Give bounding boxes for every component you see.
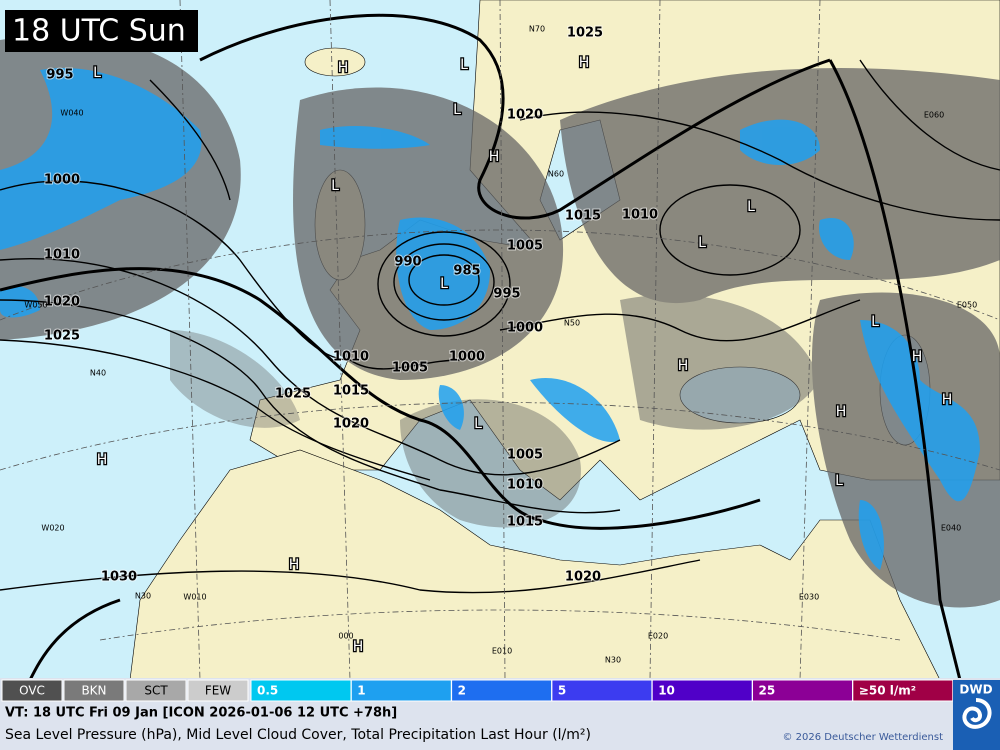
- grid-label: N40: [90, 369, 106, 378]
- cloud-swatch: [125, 679, 187, 702]
- grid-label: N60: [548, 170, 564, 179]
- grid-label: N70: [529, 25, 545, 34]
- precipitation-swatch: [551, 679, 653, 702]
- precipitation-label: 10: [658, 684, 675, 698]
- isobar-label: 1030: [101, 570, 137, 585]
- isobar-label: 995: [46, 68, 73, 83]
- pressure-center: H: [678, 358, 689, 374]
- isobar-label: 1025: [567, 26, 603, 41]
- isobar-label: 1015: [507, 515, 543, 530]
- pressure-center: L: [440, 276, 448, 292]
- precipitation-label: ≥50 l/m²: [859, 684, 916, 698]
- isobar-label: 1000: [44, 173, 80, 188]
- isobar-label: 1005: [507, 448, 543, 463]
- pressure-center: H: [912, 349, 923, 365]
- precipitation-swatch: [350, 679, 452, 702]
- grid-label: W010: [183, 593, 206, 602]
- isobar-label: 990: [394, 255, 421, 270]
- pressure-center: L: [93, 65, 101, 81]
- precipitation-label: 25: [759, 684, 776, 698]
- precipitation-swatch: [852, 679, 954, 702]
- pressure-center: H: [338, 60, 349, 76]
- cloud-swatch: [63, 679, 125, 702]
- cloud-label: OVC: [19, 684, 45, 698]
- map-title: 18 UTC Sun: [12, 14, 186, 49]
- isobar-label: 1005: [392, 361, 428, 376]
- pressure-center: L: [835, 473, 843, 489]
- title-box: [5, 10, 198, 52]
- isobar-label: 1000: [507, 321, 543, 336]
- cloud-label: BKN: [81, 684, 106, 698]
- graticule: [0, 0, 1000, 681]
- pressure-center: H: [942, 392, 953, 408]
- precipitation-label: 1: [357, 684, 365, 698]
- isobar-label: 1025: [275, 387, 311, 402]
- description: Sea Level Pressure (hPa), Mid Level Clou…: [5, 727, 591, 743]
- cloud-label: SCT: [144, 684, 168, 698]
- cloud-swatch: [1, 679, 63, 702]
- land-iceland: [304, 47, 366, 77]
- pressure-center: H: [836, 404, 847, 420]
- pressure-center: H: [579, 55, 590, 71]
- grid-label: W050: [24, 301, 47, 310]
- valid-time: VT: 18 UTC Fri 09 Jan [ICON 2026-01-06 1…: [5, 706, 397, 721]
- precipitation-label: 0.5: [257, 684, 278, 698]
- grid-label: W040: [60, 109, 83, 118]
- isobar-label: 1015: [565, 209, 601, 224]
- pressure-center: L: [453, 102, 461, 118]
- isobar-label: 1020: [507, 108, 543, 123]
- grid-label: W020: [41, 524, 64, 533]
- pressure-center: H: [289, 557, 300, 573]
- isobar-label: 1010: [44, 248, 80, 263]
- grid-label: E020: [648, 632, 668, 641]
- pressure-center: H: [97, 452, 108, 468]
- grid-label: 000: [338, 632, 353, 641]
- grid-label: E050: [957, 301, 977, 310]
- isobar-label: 1010: [507, 478, 543, 493]
- precipitation-label: 2: [458, 684, 466, 698]
- isobar-label: 1010: [622, 208, 658, 223]
- isobar-label: 985: [453, 264, 480, 279]
- pressure-center: L: [331, 178, 339, 194]
- isobars-major: [0, 13, 962, 681]
- pressure-center: H: [353, 639, 364, 655]
- grid-label: E040: [941, 524, 961, 533]
- map-labels: 995 1025 1020 1000 1015 1010 1005 1010 990 985 995…: [24, 25, 977, 665]
- precipitation-swatch: [451, 679, 553, 702]
- isobar-label: 1000: [449, 350, 485, 365]
- precipitation-label: 5: [558, 684, 566, 698]
- logo: DWD: [959, 683, 992, 697]
- isobar-label: 1015: [333, 384, 369, 399]
- pressure-center: L: [460, 57, 468, 73]
- isobars: [0, 59, 1000, 594]
- isobar-label: 1020: [565, 570, 601, 585]
- legend: OVC BKN SCT FEW 0.5 1 2 5 10 25 ≥50 l/m²: [0, 678, 1000, 750]
- copyright: © 2026 Deutscher Wetterdienst: [782, 732, 943, 743]
- grid-label: N30: [605, 656, 621, 665]
- pressure-center: L: [698, 235, 706, 251]
- isobar-label: 1005: [507, 239, 543, 254]
- pressure-center: L: [871, 314, 879, 330]
- grid-label: E060: [924, 111, 944, 120]
- cloud-label: FEW: [205, 684, 231, 698]
- logo-swirl: [962, 698, 992, 729]
- grid-label: E030: [799, 593, 819, 602]
- isobar-label: 1020: [44, 295, 80, 310]
- pressure-center: H: [489, 149, 500, 165]
- pressure-center: L: [474, 416, 482, 432]
- map: 995 1025 1020 1000 1015 1010 1005 1010 990 985 995…: [0, 0, 1000, 681]
- isobar-label: 995: [493, 287, 520, 302]
- cloud-swatch: [187, 679, 249, 702]
- grid-label: N50: [564, 319, 580, 328]
- grid-label: N30: [135, 592, 151, 601]
- grid-label: E010: [492, 647, 512, 656]
- isobar-label: 1025: [44, 329, 80, 344]
- isobar-label: 1010: [333, 350, 369, 365]
- isobar-label: 1020: [333, 417, 369, 432]
- pressure-center: L: [747, 199, 755, 215]
- logo-box: [953, 680, 1000, 750]
